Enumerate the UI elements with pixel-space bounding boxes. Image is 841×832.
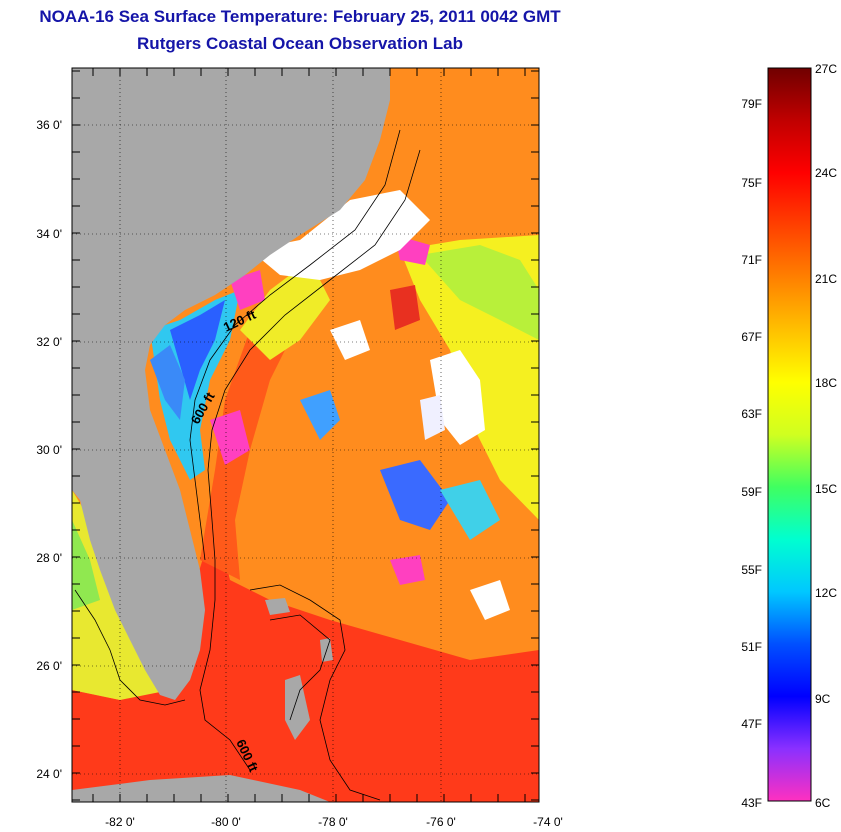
lat-label: 26 0'	[36, 659, 62, 673]
land-bahamas-1	[285, 675, 310, 740]
colorbar-f-label: 51F	[741, 640, 762, 654]
land-bahamas-2	[265, 598, 290, 615]
patch-blue-1	[380, 460, 450, 530]
axis-ticks	[72, 68, 539, 802]
patch-magenta-3	[230, 270, 265, 310]
lon-label: -80 0'	[211, 815, 241, 829]
longitude-labels: -82 0' -80 0' -78 0' -76 0' -74 0'	[105, 815, 563, 829]
colorbar-f-label: 59F	[741, 485, 762, 499]
patch-magenta-2	[390, 555, 425, 585]
colorbar-c-label: 6C	[815, 796, 831, 810]
colorbar-f-label: 79F	[741, 97, 762, 111]
colorbar-f-label: 43F	[741, 796, 762, 810]
yellow-shelf-band	[240, 260, 330, 360]
map-title: NOAA-16 Sea Surface Temperature: Februar…	[39, 7, 561, 26]
colorbar-c-label: 21C	[815, 272, 837, 286]
colorbar-c-label: 9C	[815, 692, 831, 706]
patch-blue-2	[300, 390, 340, 440]
northern-green-water	[420, 245, 539, 340]
colorbar-f-label: 67F	[741, 330, 762, 344]
colorbar-f-label: 47F	[741, 717, 762, 731]
colorbar-f-label: 71F	[741, 253, 762, 267]
colorbar-celsius-labels: 27C 24C 21C 18C 15C 12C 9C 6C	[815, 62, 837, 810]
colorbar-f-label: 55F	[741, 563, 762, 577]
map-frame	[71, 67, 540, 803]
coastal-blue-water	[170, 300, 225, 400]
colorbar-c-label: 15C	[815, 482, 837, 496]
lon-label: -82 0'	[105, 815, 135, 829]
cloud-north	[250, 190, 430, 280]
lat-label: 36 0'	[36, 118, 62, 132]
colorbar-gradient	[767, 67, 812, 802]
colorbar-f-label: 75F	[741, 176, 762, 190]
lon-label: -78 0'	[318, 815, 348, 829]
lat-label: 28 0'	[36, 551, 62, 565]
contour-bahamas-bank-2	[269, 614, 331, 721]
cloud-mid	[330, 320, 370, 360]
lat-label: 30 0'	[36, 443, 62, 457]
colorbar-f-label: 63F	[741, 407, 762, 421]
colorbar-c-label: 24C	[815, 166, 837, 180]
gulf-stream-band	[200, 290, 300, 580]
cloud-east-2	[420, 395, 445, 440]
contour-600ft	[199, 149, 421, 771]
lat-label: 32 0'	[36, 335, 62, 349]
colorbar-c-label: 18C	[815, 376, 837, 390]
patch-magenta-1	[210, 410, 250, 465]
colorbar-c-label: 27C	[815, 62, 837, 76]
colorbar-fahrenheit-labels: 79F 75F 71F 67F 63F 59F 55F 51F 47F 43F	[741, 97, 762, 810]
cloud-south	[470, 580, 510, 620]
colorbar: 79F 75F 71F 67F 63F 59F 55F 51F 47F 43F 27C 24C 21C…	[741, 62, 837, 810]
latitude-labels: 36 0' 34 0' 32 0' 30 0' 28 0' 26 0' 24 0'	[36, 118, 62, 781]
land-cuba	[72, 775, 330, 802]
colorbar-c-label: 12C	[815, 586, 837, 600]
map-imagery	[72, 68, 539, 802]
florida-west-green	[72, 520, 100, 610]
lat-label: 34 0'	[36, 227, 62, 241]
patch-cyan-1	[440, 480, 500, 540]
lat-label: 24 0'	[36, 767, 62, 781]
lon-label: -74 0'	[533, 815, 563, 829]
land-mainland	[72, 68, 390, 700]
nearshore-blue	[150, 345, 185, 420]
warm-water-region	[72, 520, 539, 802]
bathymetry-contours	[74, 129, 421, 801]
contour-120ft	[189, 129, 401, 561]
patch-red-north	[390, 285, 420, 330]
lon-label: -76 0'	[426, 815, 456, 829]
contour-bahamas-bank	[249, 584, 381, 801]
map-subtitle: Rutgers Coastal Ocean Observation Lab	[137, 34, 463, 53]
